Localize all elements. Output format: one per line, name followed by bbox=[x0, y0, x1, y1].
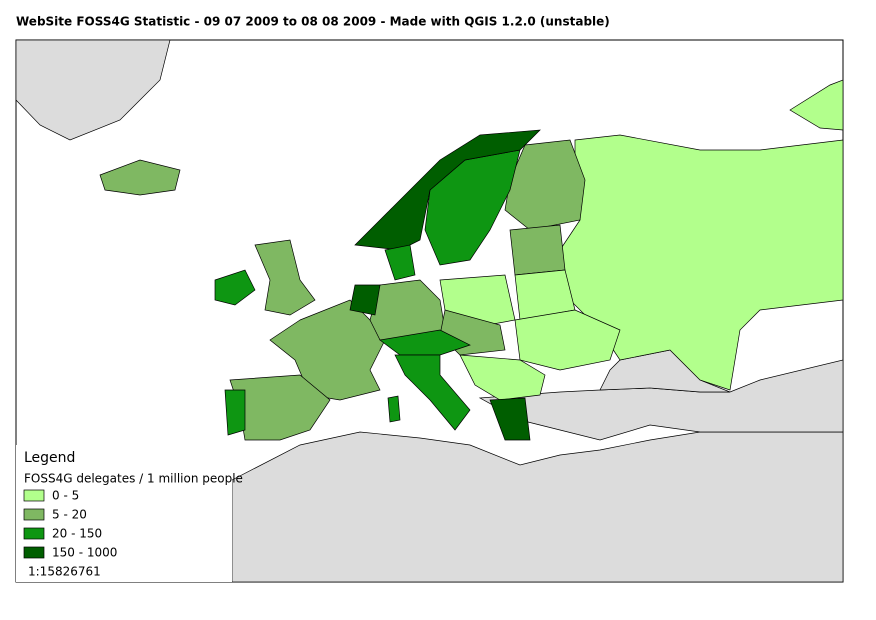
novaya-zemlya bbox=[789, 79, 843, 131]
russia bbox=[559, 134, 843, 391]
legend-items: 0 - 5 5 - 20 20 - 150 150 - 1000 bbox=[23, 489, 117, 560]
greece bbox=[489, 397, 531, 441]
map-scale: 1:15826761 bbox=[28, 565, 101, 579]
legend-swatch bbox=[23, 508, 45, 521]
map-title: WebSite FOSS4G Statistic - 09 07 2009 to… bbox=[16, 15, 610, 29]
denmark bbox=[384, 244, 416, 281]
legend-swatch bbox=[23, 546, 45, 559]
netherlands bbox=[349, 284, 381, 316]
france bbox=[269, 299, 386, 401]
legend-label: 20 - 150 bbox=[52, 527, 102, 541]
baltics bbox=[509, 224, 566, 276]
legend-swatch bbox=[23, 527, 45, 540]
map-land bbox=[16, 40, 843, 582]
legend-label: 0 - 5 bbox=[52, 489, 79, 503]
uk bbox=[254, 239, 316, 316]
legend-swatch bbox=[23, 489, 45, 502]
africa bbox=[231, 431, 843, 582]
iceland bbox=[99, 159, 181, 196]
portugal bbox=[224, 389, 246, 436]
legend-title: Legend bbox=[24, 450, 75, 466]
legend-box bbox=[16, 445, 232, 582]
balkans bbox=[459, 354, 546, 401]
alps bbox=[379, 329, 471, 356]
greenland bbox=[16, 40, 171, 141]
legend-label: 5 - 20 bbox=[52, 508, 87, 522]
legend-label: 150 - 1000 bbox=[52, 546, 117, 560]
legend: Legend FOSS4G delegates / 1 million peop… bbox=[16, 445, 243, 582]
legend-subtitle: FOSS4G delegates / 1 million people bbox=[24, 472, 243, 486]
sweden bbox=[424, 149, 521, 266]
ireland bbox=[214, 269, 256, 306]
sardinia bbox=[387, 395, 401, 423]
italy bbox=[394, 354, 471, 431]
norway bbox=[354, 129, 541, 251]
